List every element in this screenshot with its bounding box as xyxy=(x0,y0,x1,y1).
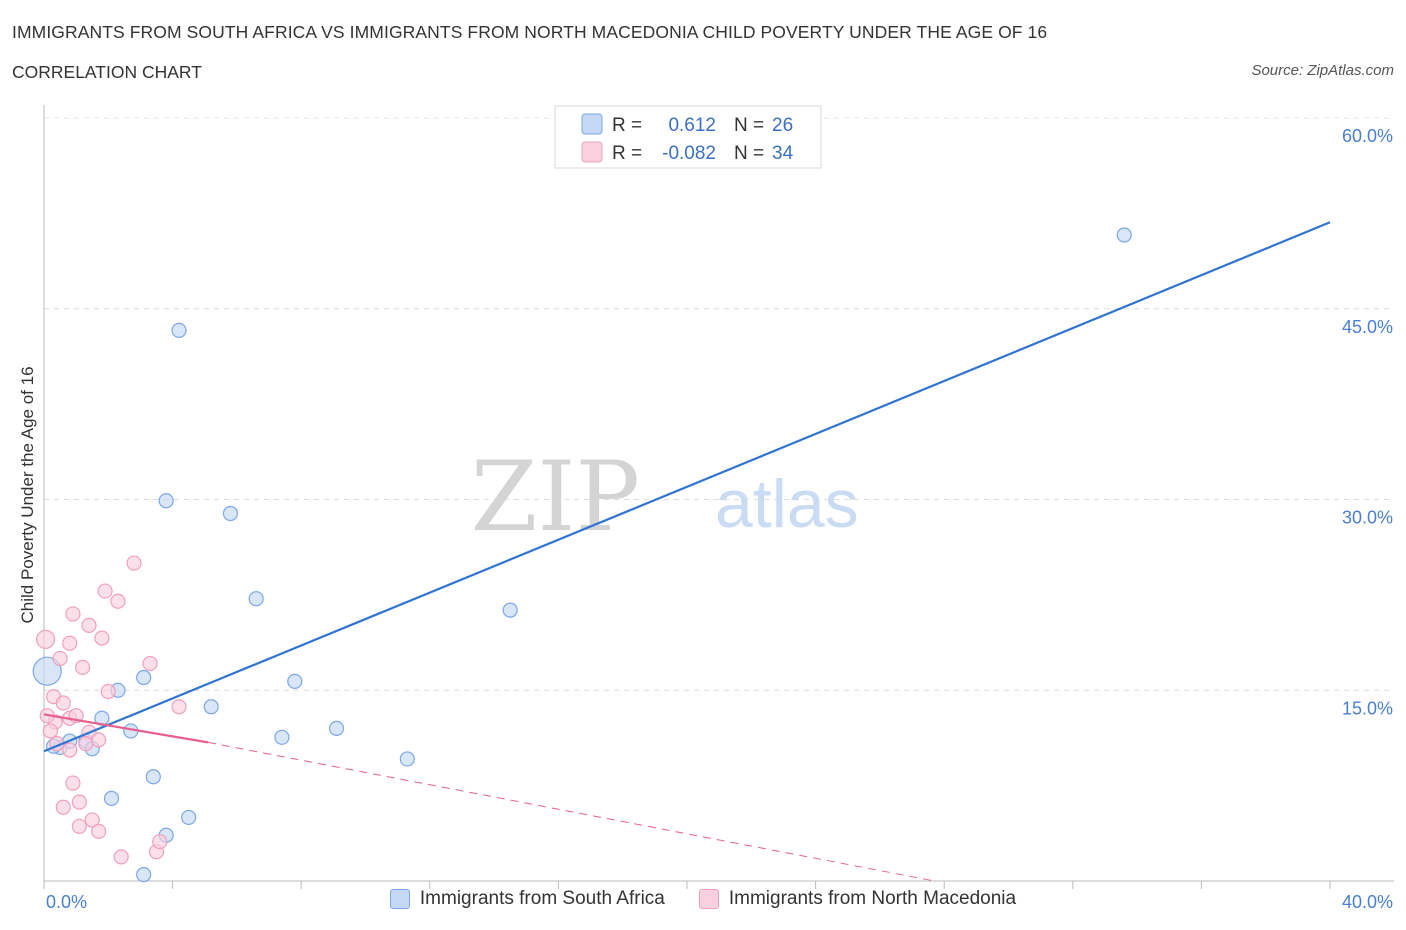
legend-n-value-0: 26 xyxy=(772,115,793,136)
point-series1-28 xyxy=(171,699,187,715)
legend-item-south-africa: Immigrants from South Africa xyxy=(389,888,665,910)
legend-swatch-north-macedonia xyxy=(581,141,603,163)
point-series0-9 xyxy=(136,669,152,686)
point-series0-14 xyxy=(222,505,239,522)
y-tick-label-3: 60.0% xyxy=(1342,126,1393,146)
point-series0-24 xyxy=(136,867,152,883)
point-series1-33 xyxy=(91,732,107,748)
point-series1-31 xyxy=(78,736,94,752)
legend-label-north-macedonia: Immigrants from North Macedonia xyxy=(728,888,1017,909)
axes xyxy=(43,105,1394,889)
point-series1-19 xyxy=(65,775,81,791)
point-series1-23 xyxy=(84,812,100,828)
legend-n-label-0: N = xyxy=(734,115,764,136)
legend-r-label-0: R = xyxy=(612,115,642,136)
point-series0-19 xyxy=(328,720,345,737)
point-series0-12 xyxy=(171,322,187,338)
point-series1-12 xyxy=(126,555,142,571)
point-series1-29 xyxy=(42,723,59,739)
point-series1-22 xyxy=(71,818,87,834)
point-series1-17 xyxy=(62,742,78,758)
trend-line-north-macedonia xyxy=(43,713,209,744)
point-series1-10 xyxy=(110,593,126,609)
point-series0-10 xyxy=(145,769,161,785)
point-series0-23 xyxy=(181,809,197,826)
point-series1-20 xyxy=(71,794,87,810)
legend-swatch-pink xyxy=(698,889,719,909)
trend-lines xyxy=(43,221,1331,882)
point-series1-21 xyxy=(55,799,71,815)
chart-subtitle: CORRELATION CHART xyxy=(12,62,202,82)
x-tick-label-max: 40.0% xyxy=(1342,892,1393,912)
legend-r-label-1: R = xyxy=(612,143,642,164)
y-tick-label-0: 15.0% xyxy=(1342,698,1393,718)
tick-labels: 15.0% 30.0% 45.0% 60.0% 0.0% 40.0% xyxy=(46,126,1393,912)
point-series0-8 xyxy=(103,790,120,806)
y-axis-label: Child Poverty Under the Age of 16 xyxy=(18,366,37,623)
watermark: ZIP atlas xyxy=(471,441,859,553)
point-series0-15 xyxy=(248,591,264,607)
legend-r-value-0: 0.612 xyxy=(668,115,716,136)
point-series0-17 xyxy=(287,673,303,689)
legend-swatch-south-africa xyxy=(581,113,603,135)
legend-n-label-1: N = xyxy=(734,143,764,164)
point-series0-13 xyxy=(158,493,174,509)
point-series1-7 xyxy=(74,659,91,675)
trend-line-north-macedonia-extension xyxy=(207,741,935,882)
point-series0-16 xyxy=(203,699,219,715)
point-series1-9 xyxy=(94,630,110,646)
point-series0-18 xyxy=(274,729,290,745)
y-tick-label-2: 45.0% xyxy=(1342,317,1393,337)
data-points xyxy=(32,227,1132,883)
point-series1-0 xyxy=(36,629,56,649)
bottom-legend: Immigrants from South Africa Immigrants … xyxy=(0,888,1406,910)
point-series1-3 xyxy=(55,695,71,711)
chart-title: IMMIGRANTS FROM SOUTH AFRICA VS IMMIGRAN… xyxy=(12,22,1048,42)
x-tick-label-min: 0.0% xyxy=(46,892,87,912)
legend-label-south-africa: Immigrants from South Africa xyxy=(419,888,665,909)
watermark-zip: ZIP xyxy=(471,441,640,553)
point-series1-24 xyxy=(91,823,107,840)
point-series1-5 xyxy=(65,606,81,622)
point-series1-6 xyxy=(62,635,78,651)
watermark-atlas: atlas xyxy=(715,466,859,542)
point-series1-30 xyxy=(52,650,68,667)
y-tick-label-1: 30.0% xyxy=(1342,508,1393,528)
legend-swatch-blue xyxy=(389,889,410,909)
point-series1-25 xyxy=(113,849,129,865)
trend-line-south-africa xyxy=(43,221,1331,753)
legend-item-north-macedonia: Immigrants from North Macedonia xyxy=(698,888,1017,910)
point-series0-0 xyxy=(32,656,62,686)
legend-r-value-1: -0.082 xyxy=(662,143,716,164)
legend-box: R = 0.612 N = 26 R = -0.082 N = 34 xyxy=(554,105,822,169)
source-label: Source: ZipAtlas.com xyxy=(1251,62,1394,79)
point-series0-20 xyxy=(399,751,415,767)
point-series0-21 xyxy=(502,602,518,618)
grid-lines xyxy=(44,117,1394,691)
point-series0-22 xyxy=(1116,227,1132,243)
point-series1-27 xyxy=(152,833,168,850)
point-series1-14 xyxy=(100,683,116,700)
point-series1-13 xyxy=(142,655,158,672)
point-series1-8 xyxy=(81,617,97,633)
legend-n-value-1: 34 xyxy=(772,143,794,164)
point-series1-11 xyxy=(97,583,113,599)
